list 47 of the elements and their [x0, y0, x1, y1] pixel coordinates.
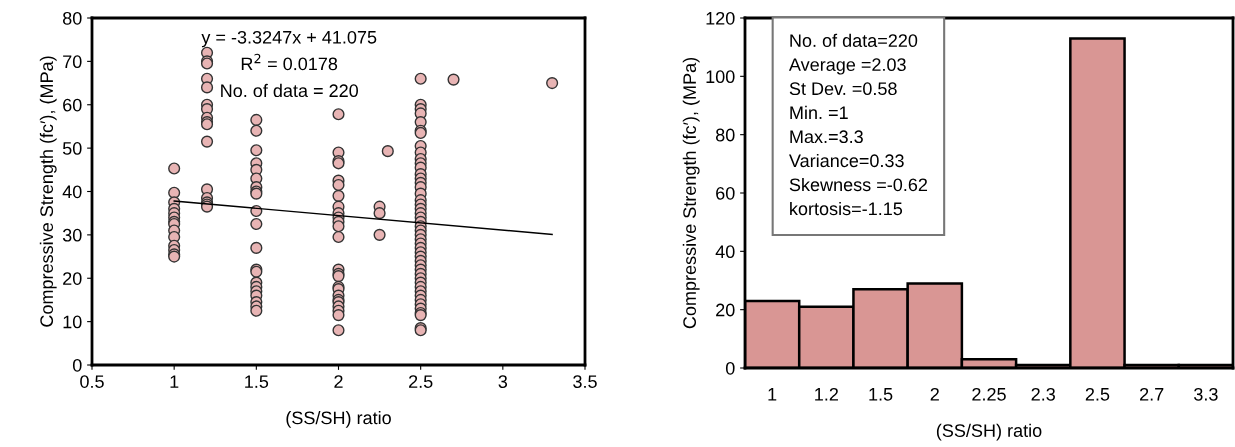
y-tick-label: 50 [62, 142, 82, 155]
annotation: Min. =1 [790, 105, 848, 119]
x-axis-title: (SS/SH) ratio [936, 423, 1042, 441]
x-axis-title: (SS/SH) ratio [286, 411, 391, 428]
annotation: Skewness =-0.62 [789, 177, 928, 192]
y-tick-label: 40 [62, 185, 82, 199]
x-tick-label: 1.2 [815, 387, 838, 401]
annotation: Variance=0.33 [789, 153, 904, 168]
y-tick-label: 60 [63, 98, 82, 112]
x-tick-label: 2.5 [1085, 387, 1110, 401]
annotation: y = -3.3247x + 41.075 [201, 30, 377, 48]
annotation: No. of data=220 [790, 33, 918, 48]
x-tick-label: 1.5 [245, 375, 269, 388]
x-tick-label: 3.5 [573, 375, 597, 388]
annotation: No. of data = 220 [221, 83, 359, 98]
y-tick-label: 120 [706, 11, 735, 25]
x-tick-label: 2.25 [972, 387, 1006, 401]
x-tick-label: 0.5 [80, 375, 104, 388]
y-axis-title: Compressive Strength (fc′), (MPa) [39, 56, 57, 327]
y-tick-label: 40 [715, 245, 735, 259]
y-tick-label: 30 [62, 228, 82, 242]
x-tick-label: 2.5 [409, 375, 433, 388]
x-tick-label: 3.3 [1194, 387, 1218, 401]
y-tick-label: 100 [706, 70, 735, 84]
y-tick-label: 10 [63, 315, 82, 329]
annotation: Average =2.03 [788, 58, 906, 75]
x-tick-label: 1.5 [869, 388, 893, 401]
x-tick-label: 1 [768, 388, 777, 401]
annotation: R$^{2}$ = 0.0178 [241, 53, 338, 71]
x-tick-label: 2.7 [1140, 387, 1164, 401]
x-tick-label: 2 [334, 375, 343, 388]
annotation: Max.=3.3 [790, 130, 863, 144]
y-tick-label: 80 [62, 11, 82, 25]
y-tick-label: 0 [725, 361, 735, 375]
x-tick-label: 2 [930, 387, 939, 401]
y-tick-label: 80 [715, 128, 735, 142]
annotation: kortosis=-1.15 [790, 201, 903, 216]
y-tick-label: 20 [63, 272, 82, 285]
y-axis-title: Compressive Strength (fc′), (MPa) [682, 57, 700, 329]
x-tick-label: 1 [170, 375, 179, 388]
y-tick-label: 70 [63, 55, 82, 69]
x-tick-label: 2.3 [1031, 387, 1055, 401]
y-tick-label: 0 [72, 358, 82, 372]
y-tick-label: 60 [716, 186, 735, 200]
x-tick-label: 3 [498, 375, 508, 388]
y-tick-label: 20 [716, 303, 735, 317]
annotation: St Dev. =0.58 [789, 82, 897, 96]
